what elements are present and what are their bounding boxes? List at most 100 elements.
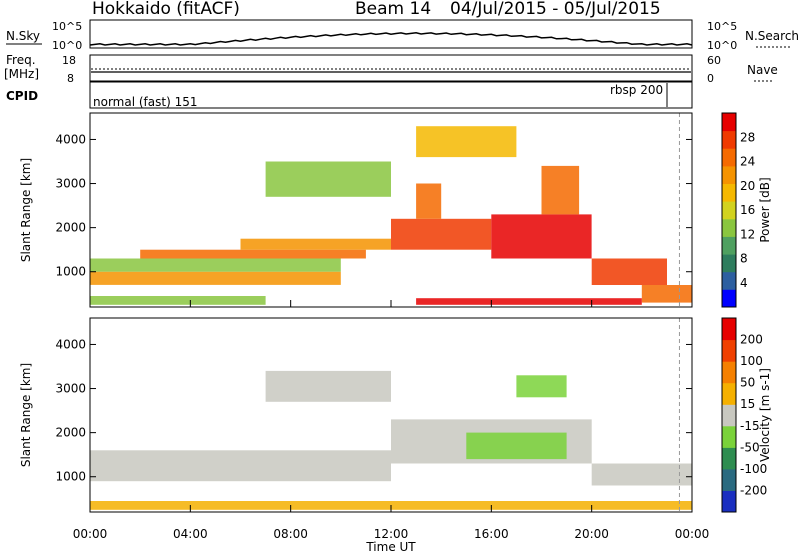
- power-echo-band-0: [90, 271, 341, 285]
- freq-unit-label: [MHz]: [4, 67, 39, 81]
- power-echo-band-8: [591, 258, 667, 285]
- power-echo-band-5: [416, 183, 442, 219]
- power-ylabel: Slant Range [km]: [19, 158, 33, 262]
- velocity-colorbar-tick-3: 15: [740, 397, 755, 411]
- velocity-y-ticks: 1000 2000 3000 4000: [55, 337, 692, 484]
- xtick-label-0: 00:00: [73, 527, 108, 541]
- nsky-panel: [89, 19, 693, 49]
- xtick-label-6: 00:00: [675, 527, 710, 541]
- power-colorbar-segment-3: [722, 236, 736, 255]
- freq-label: Freq.: [6, 53, 36, 67]
- power-colorbar-segment-5: [722, 201, 736, 220]
- power-echo-band-13: [416, 126, 517, 158]
- cpid-label: CPID: [6, 89, 38, 103]
- xtick-label-2: 08:00: [273, 527, 308, 541]
- velocity-colorbar-tick-5: -50: [740, 440, 760, 454]
- velocity-colorbar-segment-8: [722, 318, 736, 341]
- power-heatmap-panel: [90, 113, 692, 307]
- velocity-echo-band-0: [90, 450, 391, 482]
- power-colorbar-tick-3: 16: [740, 203, 755, 217]
- nsearch-tick-top: 10^5: [707, 20, 737, 33]
- velocity-colorbar-tick-0: 200: [740, 333, 763, 347]
- power-ytick-label-0: 1000: [55, 265, 86, 279]
- nsearch-label: N.Search: [745, 29, 799, 43]
- freq-tick-top: 18: [62, 54, 76, 67]
- power-colorbar: 28 24 20 16 12 8 4: [721, 112, 755, 308]
- nave-tick-top: 60: [707, 54, 721, 67]
- xtick-label-1: 04:00: [173, 527, 208, 541]
- velocity-ytick-label-1: 2000: [55, 426, 86, 440]
- nave-tick-bottom: 0: [707, 72, 714, 85]
- power-echo-band-12: [265, 161, 391, 197]
- velocity-colorbar-frame: [721, 317, 737, 513]
- velocity-ylabel: Slant Range [km]: [19, 363, 33, 467]
- velocity-colorbar-label: Velocity [m s-1]: [758, 368, 772, 462]
- cpid-panel: [89, 81, 693, 109]
- power-colorbar-segment-2: [722, 254, 736, 273]
- power-colorbar-tick-2: 20: [740, 179, 755, 193]
- power-colorbar-segment-8: [722, 148, 736, 167]
- power-colorbar-segment-10: [722, 113, 736, 132]
- velocity-colorbar-segment-4: [722, 404, 736, 427]
- date-range: 04/Jul/2015 - 05/Jul/2015: [450, 0, 661, 19]
- velocity-colorbar-tick-1: 100: [740, 354, 763, 368]
- velocity-echo-band-6: [516, 375, 567, 398]
- xtick-label-5: 20:00: [574, 527, 609, 541]
- velocity-colorbar-tick-7: -200: [740, 483, 767, 497]
- velocity-colorbar-segment-2: [722, 447, 736, 470]
- velocity-colorbar: 200 100 50 15 -15 -50 -100 -200: [721, 317, 767, 513]
- xtick-label-4: 16:00: [474, 527, 509, 541]
- power-echo-band-11: [416, 298, 642, 305]
- velocity-colorbar-segment-0: [722, 490, 736, 513]
- power-colorbar-segment-1: [722, 271, 736, 290]
- power-colorbar-label: Power [dB]: [758, 177, 772, 242]
- velocity-colorbar-segment-3: [722, 425, 736, 448]
- velocity-colorbar-segment-6: [722, 361, 736, 384]
- power-colorbar-tick-5: 8: [740, 252, 748, 266]
- power-colorbar-tick-0: 28: [740, 130, 755, 144]
- velocity-colorbar-tick-2: 50: [740, 376, 755, 390]
- power-echo-band-10: [90, 296, 266, 305]
- velocity-colorbar-segment-1: [722, 468, 736, 491]
- power-colorbar-tick-1: 24: [740, 155, 755, 169]
- velocity-heatmap-panel: [90, 318, 692, 512]
- power-colorbar-segment-9: [722, 130, 736, 149]
- power-y-ticks: 1000 2000 3000 4000: [55, 132, 692, 279]
- power-ytick-label-1: 2000: [55, 221, 86, 235]
- power-echo-band-2: [140, 249, 366, 259]
- velocity-ytick-label-0: 1000: [55, 470, 86, 484]
- power-colorbar-segment-7: [722, 165, 736, 184]
- cpid-mode-rbsp: rbsp 200: [610, 83, 663, 97]
- power-colorbar-segment-0: [722, 289, 736, 308]
- power-colorbar-segment-4: [722, 218, 736, 237]
- nsky-trace: [89, 32, 693, 46]
- nave-label: Nave: [747, 63, 778, 77]
- power-colorbar-tick-4: 12: [740, 227, 755, 241]
- xtick-label-3: 12:00: [374, 527, 409, 541]
- power-ytick-label-2: 3000: [55, 177, 86, 191]
- nsky-label: N.Sky: [6, 29, 40, 43]
- power-colorbar-segment-6: [722, 183, 736, 202]
- power-colorbar-frame: [721, 112, 737, 308]
- beam-title: Beam 14: [355, 0, 431, 19]
- power-echo-band-6: [491, 214, 592, 259]
- power-echo-band-7: [541, 165, 580, 215]
- nsearch-tick-bottom: 10^0: [707, 39, 737, 52]
- power-colorbar-tick-6: 4: [740, 276, 748, 290]
- power-ytick-label-3: 4000: [55, 132, 86, 146]
- nsky-tick-top: 10^5: [52, 20, 82, 33]
- power-echo-band-3: [240, 238, 391, 250]
- velocity-colorbar-segment-5: [722, 382, 736, 405]
- power-echo-band-4: [391, 218, 492, 250]
- power-echo-band-9: [641, 285, 692, 303]
- velocity-echo-band-2: [466, 432, 567, 460]
- nsky-tick-bottom: 10^0: [52, 39, 82, 52]
- freq-tick-bottom: 8: [67, 72, 74, 85]
- time-x-ticks: 00:00 04:00 08:00 12:00 16:00 20:00 00:00: [73, 300, 710, 541]
- velocity-ytick-label-2: 3000: [55, 382, 86, 396]
- velocity-colorbar-tick-6: -100: [740, 462, 767, 476]
- velocity-echo-band-3: [591, 463, 692, 486]
- freq-panel: [89, 54, 693, 82]
- cpid-mode-normal: normal (fast) 151: [93, 95, 197, 109]
